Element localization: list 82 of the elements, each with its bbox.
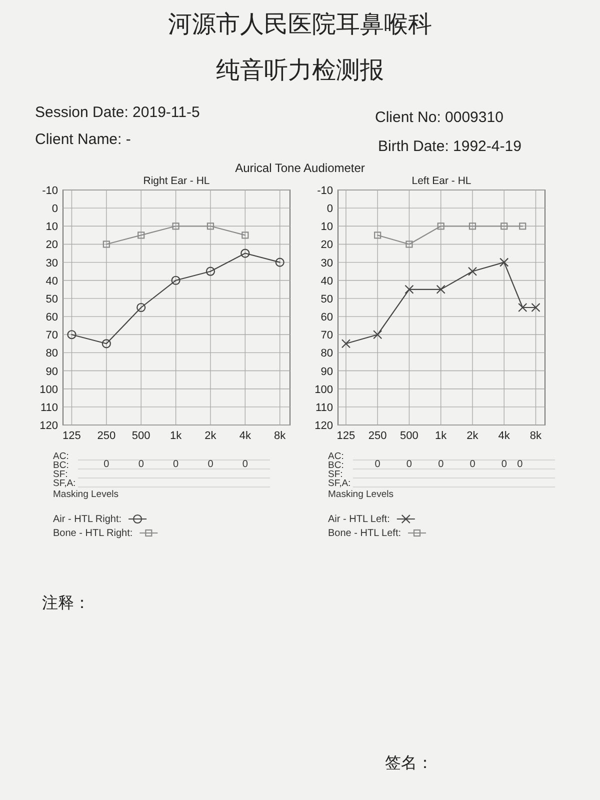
chart-title: Right Ear - HL (143, 175, 210, 187)
legend-entry: Air - HTL Right: (53, 514, 147, 525)
x-tick-label: 500 (132, 430, 150, 442)
chart-title: Left Ear - HL (412, 175, 472, 187)
text: 0 (208, 459, 214, 470)
y-tick-label: 100 (40, 384, 58, 396)
text: Client No: 0009310 (375, 109, 504, 126)
y-tick-label: 110 (315, 402, 333, 414)
legend-entry: Air - HTL Left: (328, 514, 415, 525)
y-tick-label: 70 (46, 330, 58, 342)
text: 纯音听力检测报 (216, 56, 384, 84)
text: Masking Levels (53, 489, 119, 500)
x-tick-label: 125 (62, 430, 81, 442)
y-tick-label: 10 (320, 221, 333, 234)
y-tick-label: 40 (46, 275, 58, 288)
y-tick-label: 100 (314, 384, 333, 396)
x-tick-label: 500 (400, 430, 418, 442)
x-tick-label: 250 (368, 430, 387, 442)
text: Session Date: 2019-11-5 (35, 104, 200, 121)
y-tick-label: 90 (46, 366, 58, 378)
legend-entry: Bone - HTL Right: (53, 528, 158, 539)
text: SF: (53, 469, 68, 480)
x-tick-label: 250 (97, 430, 116, 442)
x-tick-label: 8k (530, 430, 542, 442)
text: 0 (438, 459, 444, 470)
text: Masking Levels (328, 489, 394, 500)
y-tick-label: 30 (320, 257, 333, 270)
text: 0 (374, 459, 381, 470)
y-tick-label: 70 (320, 330, 333, 342)
y-tick-label: 80 (46, 348, 58, 360)
x-tick-label: 125 (336, 430, 356, 442)
y-tick-label: 20 (320, 239, 333, 252)
text: 0 (173, 459, 180, 470)
x-tick-label: 2k (204, 430, 217, 442)
y-tick-label: -10 (317, 185, 333, 197)
text: Aurical Tone Audiometer (235, 161, 365, 175)
text: AC: (53, 451, 69, 462)
text: Birth Date: 1992-4-19 (378, 138, 522, 155)
text: 0 (138, 459, 144, 470)
legend-label: Bone - HTL Right: (53, 528, 133, 539)
x-tick-label: 1k (435, 430, 448, 442)
legend-label: Bone - HTL Left: (328, 528, 401, 539)
x-tick-label: 4k (239, 430, 252, 442)
y-tick-label: 120 (314, 420, 333, 432)
text: BC: (53, 460, 69, 471)
text: AC: (328, 451, 344, 462)
y-tick-label: 60 (46, 312, 58, 324)
y-tick-label: 0 (326, 203, 333, 216)
y-tick-label: 110 (40, 402, 58, 414)
text: 0 (501, 459, 508, 470)
legend-label: Air - HTL Right: (53, 514, 122, 525)
text: 注释： (42, 593, 90, 612)
y-tick-label: 90 (320, 366, 333, 378)
x-tick-label: 1k (170, 430, 182, 442)
y-tick-label: 20 (46, 239, 58, 252)
legend-label: Air - HTL Left: (328, 514, 390, 525)
text: 0 (517, 459, 524, 470)
text: SF,A: (53, 478, 76, 489)
legend-entry: Bone - HTL Left: (328, 528, 426, 539)
text: 0 (104, 459, 110, 470)
y-tick-label: 50 (320, 293, 333, 306)
y-tick-label: 50 (46, 293, 58, 306)
text: SF: (328, 469, 343, 480)
text: SF,A: (328, 478, 351, 489)
y-tick-label: 80 (320, 348, 333, 360)
y-tick-label: 60 (320, 312, 333, 324)
y-tick-label: -10 (42, 185, 58, 197)
y-tick-label: 10 (46, 221, 58, 234)
y-tick-label: 30 (46, 257, 58, 270)
text: 河源市人民医院耳鼻喉科 (168, 10, 432, 38)
y-tick-label: 0 (52, 203, 58, 216)
x-tick-label: 4k (498, 430, 510, 442)
text: 0 (242, 459, 248, 470)
y-tick-label: 40 (320, 275, 333, 288)
y-tick-label: 120 (40, 420, 58, 432)
text: BC: (328, 460, 344, 471)
text: 0 (470, 459, 476, 470)
x-tick-label: 2k (466, 430, 479, 442)
text: Client Name: - (35, 131, 131, 148)
text: 签名： (385, 753, 433, 772)
text: 0 (406, 459, 412, 470)
x-tick-label: 8k (274, 430, 286, 442)
